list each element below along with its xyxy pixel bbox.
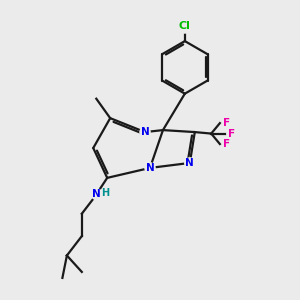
Circle shape	[92, 189, 102, 200]
Circle shape	[179, 22, 190, 33]
Text: N: N	[146, 163, 154, 173]
Text: N: N	[92, 189, 101, 199]
Text: N: N	[185, 158, 194, 168]
Circle shape	[140, 127, 150, 137]
Text: F: F	[223, 118, 230, 128]
Text: Cl: Cl	[179, 21, 191, 31]
Text: N: N	[141, 127, 149, 137]
Circle shape	[185, 158, 195, 168]
Text: F: F	[223, 139, 230, 149]
Text: F: F	[228, 129, 235, 139]
Circle shape	[145, 163, 155, 173]
Text: H: H	[101, 188, 109, 198]
